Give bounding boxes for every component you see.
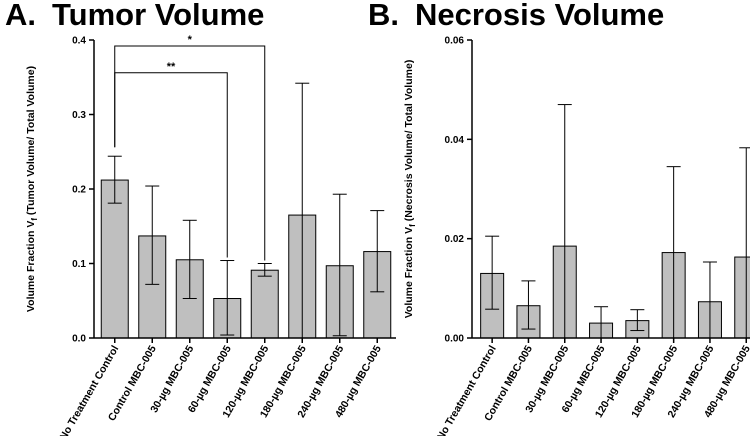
chart-panel-2: B. Necrosis Volume Volume Fraction Vf (Nec… (368, 0, 750, 436)
y-tick-label: 0.2 (72, 185, 86, 196)
panel-letter: B. (368, 0, 399, 32)
x-tick-label: No Treatment Control (57, 343, 121, 436)
panel-title-text: Tumor Volume (52, 0, 264, 32)
y-axis-title-subscript: f (408, 224, 417, 227)
significance-bracket (114, 72, 228, 258)
y-axis-title-subscript: f (30, 218, 39, 221)
y-tick-label: 0.1 (72, 259, 86, 270)
panel-title-text: Necrosis Volume (415, 0, 664, 32)
panel-letter: A. (5, 0, 36, 32)
y-tick-label: 0.06 (445, 36, 465, 47)
bar (734, 256, 750, 339)
y-tick-label: 0.4 (72, 36, 86, 47)
y-axis-title-prefix: Volume Fraction V (25, 221, 37, 312)
significance-label: ** (167, 61, 176, 73)
y-tick-label: 0.0 (72, 334, 86, 345)
panel-title: A. Tumor Volume (5, 0, 264, 32)
panel-title: B. Necrosis Volume (368, 0, 664, 32)
chart-panel-1: A. Tumor Volume Volume Fraction Vf (Tumor … (5, 0, 396, 436)
y-tick-label: 0.00 (445, 334, 465, 345)
y-axis-title: Volume Fraction Vf (Necrosis Volume/ Tot… (403, 60, 417, 319)
bar (250, 269, 279, 339)
y-tick-label: 0.04 (445, 135, 465, 146)
bar (100, 179, 129, 339)
y-tick-label: 0.02 (445, 234, 465, 245)
significance-label: * (188, 34, 193, 46)
y-axis-title: Volume Fraction Vf (Tumor Volume/ Total … (25, 66, 39, 312)
y-axis-title-suffix: (Necrosis Volume/ Total Volume) (403, 60, 415, 225)
y-axis-title-suffix: (Tumor Volume/ Total Volume) (25, 66, 37, 218)
y-tick-label: 0.3 (72, 110, 86, 121)
y-axis-title-prefix: Volume Fraction V (403, 227, 415, 318)
